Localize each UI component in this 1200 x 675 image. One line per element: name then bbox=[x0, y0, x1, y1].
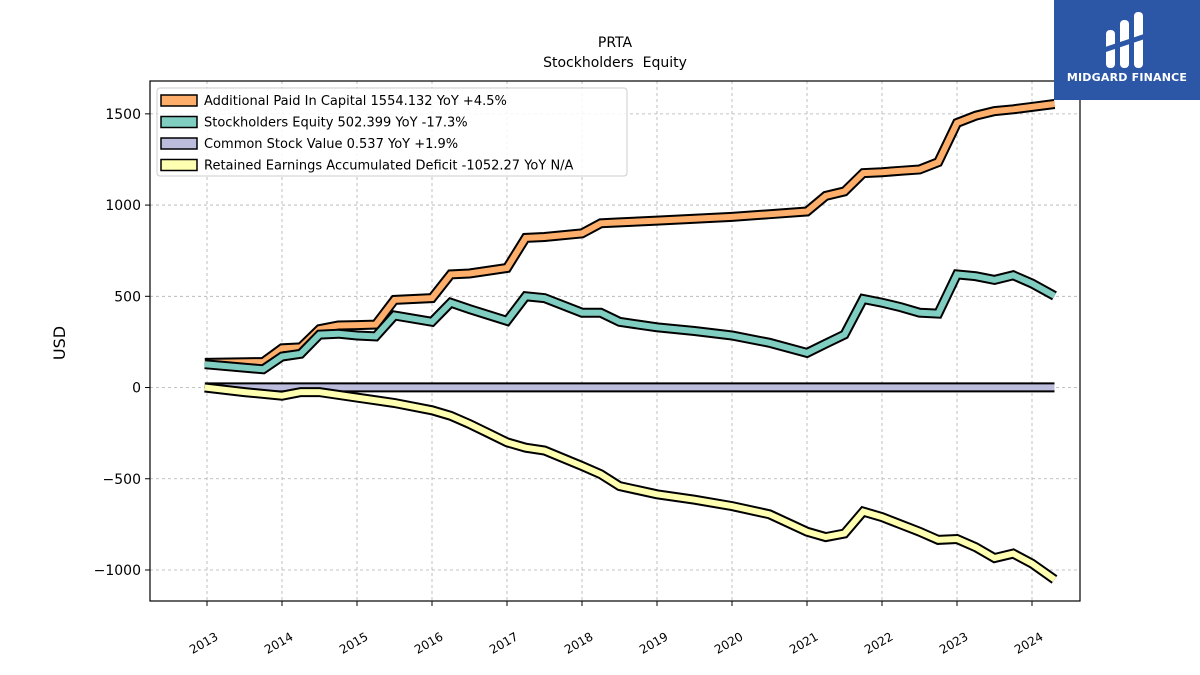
legend-label: Retained Earnings Accumulated Deficit -1… bbox=[204, 159, 574, 174]
legend-swatch bbox=[160, 115, 198, 129]
legend-box bbox=[156, 87, 628, 177]
legend-label: Stockholders Equity 502.399 YoY -17.3% bbox=[204, 116, 468, 131]
x-tick-label: 2018 bbox=[562, 629, 595, 656]
x-tick-label: 2013 bbox=[187, 629, 220, 656]
series-line bbox=[204, 384, 1057, 582]
legend-label: Common Stock Value 0.537 YoY +1.9% bbox=[204, 137, 458, 152]
y-tick-label: −1000 bbox=[94, 563, 141, 579]
brand-mark-icon bbox=[1103, 12, 1147, 68]
x-tick-label: 2017 bbox=[487, 629, 520, 656]
legend-swatch bbox=[160, 158, 198, 172]
x-tick-label: 2014 bbox=[262, 629, 295, 656]
x-tick-label: 2020 bbox=[712, 629, 745, 656]
x-tick-label: 2016 bbox=[412, 629, 445, 656]
y-tick-label: 0 bbox=[132, 381, 141, 397]
brand-name: MIDGARD FINANCE bbox=[1066, 71, 1188, 84]
brand-logo: MIDGARD FINANCE bbox=[1054, 0, 1200, 100]
x-tick-label: 2019 bbox=[637, 629, 670, 656]
chart-subtitle: Stockholders Equity bbox=[543, 55, 687, 71]
y-tick-label: 1000 bbox=[105, 198, 141, 214]
y-tick-label: 500 bbox=[114, 289, 141, 305]
series-line bbox=[204, 101, 1055, 366]
legend-swatch bbox=[160, 94, 198, 107]
x-tick-label: 2024 bbox=[1012, 629, 1045, 656]
x-tick-label: 2015 bbox=[337, 629, 370, 656]
x-tick-label: 2021 bbox=[787, 629, 820, 656]
series-line bbox=[204, 271, 1056, 373]
x-tick-label: 2022 bbox=[862, 629, 895, 656]
legend-label: Additional Paid In Capital 1554.132 YoY … bbox=[204, 94, 507, 109]
legend: Additional Paid In Capital 1554.132 YoY … bbox=[156, 87, 628, 177]
series-outline bbox=[204, 382, 1058, 584]
y-axis-label: USD bbox=[50, 326, 69, 360]
legend-swatch bbox=[160, 137, 198, 150]
chart-title: PRTA bbox=[598, 35, 633, 51]
y-tick-label: 1500 bbox=[105, 107, 141, 123]
x-tick-label: 2023 bbox=[937, 629, 970, 656]
plot-frame bbox=[149, 80, 1081, 602]
y-tick-label: −500 bbox=[103, 472, 141, 488]
series-layer bbox=[204, 99, 1058, 584]
